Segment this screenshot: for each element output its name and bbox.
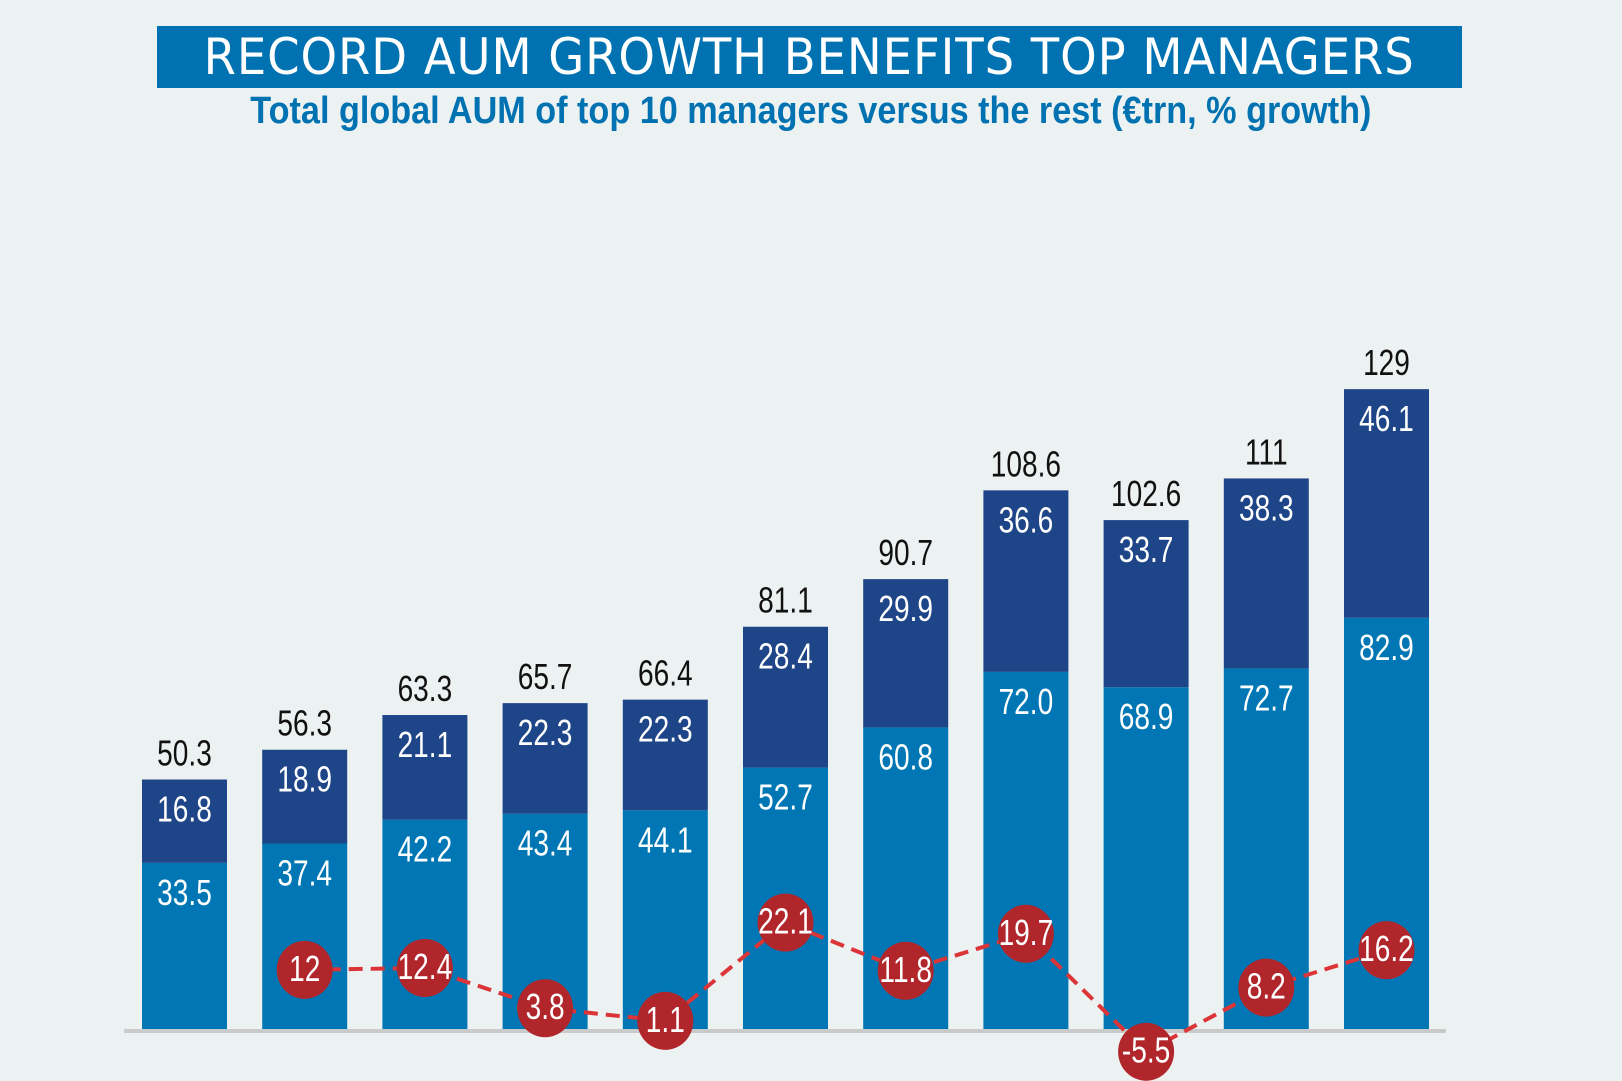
bar-label-top10: 36.6 (999, 500, 1054, 540)
bar-label-rest: 33.5 (157, 873, 212, 913)
title-banner: RECORD AUM GROWTH BENEFITS TOP MANAGERS (157, 26, 1462, 88)
growth-label: 1.1 (646, 1000, 685, 1040)
bar-segment-top10 (262, 749, 348, 844)
bar-total-label: 108.6 (991, 444, 1061, 484)
bar-segment-top10 (983, 490, 1069, 672)
growth-label: 8.2 (1247, 966, 1286, 1006)
growth-marker (877, 941, 934, 1000)
bar-total-label: 111 (1245, 432, 1288, 472)
bar-segment-top10 (1103, 520, 1189, 688)
bar-label-top10: 46.1 (1359, 399, 1414, 439)
bar-segment-rest (983, 671, 1069, 1029)
bar-segment-top10 (1223, 478, 1309, 669)
chart-title: RECORD AUM GROWTH BENEFITS TOP MANAGERS (203, 28, 1416, 86)
growth-marker (637, 991, 694, 1050)
bar-total-label: 129 (1363, 343, 1410, 383)
bar-segment-top10 (1344, 389, 1429, 618)
growth-label: 3.8 (526, 987, 565, 1027)
growth-label: 12.4 (398, 947, 453, 987)
chart-subtitle: Total global AUM of top 10 managers vers… (250, 90, 1372, 132)
bar-label-top10: 22.3 (518, 713, 573, 753)
growth-marker (1358, 921, 1415, 980)
bar-segment-top10 (743, 626, 828, 768)
bar-total-label: 81.1 (758, 580, 813, 620)
bar-label-rest: 82.9 (1359, 627, 1414, 667)
bar-label-rest: 60.8 (878, 737, 933, 777)
x-axis-line (124, 1029, 1446, 1033)
bar-total-label: 65.7 (518, 657, 573, 697)
growth-marker (517, 979, 574, 1038)
bar-segment-rest (1103, 687, 1189, 1029)
bar-label-top10: 22.3 (638, 709, 693, 749)
bar-label-rest: 72.7 (1239, 678, 1294, 718)
growth-marker (757, 893, 814, 952)
growth-label: 16.2 (1359, 929, 1414, 969)
bar-label-top10: 18.9 (277, 759, 332, 799)
growth-label: 22.1 (758, 901, 813, 941)
bar-segment-top10 (382, 715, 468, 820)
bar-label-rest: 42.2 (398, 829, 453, 869)
bar-label-top10: 16.8 (157, 789, 212, 829)
growth-label: 11.8 (879, 949, 932, 989)
growth-marker (997, 904, 1054, 963)
bar-total-label: 90.7 (878, 533, 933, 573)
bar-label-rest: 52.7 (758, 777, 813, 817)
bar-total-label: 56.3 (277, 703, 332, 743)
bar-segment-top10 (142, 779, 227, 863)
growth-marker (276, 940, 333, 999)
bar-segment-top10 (502, 703, 588, 814)
bar-label-top10: 21.1 (398, 725, 453, 765)
bar-segment-rest (142, 862, 227, 1029)
growth-marker (396, 938, 453, 997)
bar-total-label: 63.3 (398, 669, 453, 709)
bar-total-label: 102.6 (1111, 474, 1181, 514)
bar-segment-top10 (622, 699, 708, 811)
bar-total-label: 66.4 (638, 653, 693, 693)
bar-label-top10: 29.9 (878, 589, 933, 629)
bar-label-top10: 33.7 (1119, 530, 1174, 570)
bar-label-rest: 43.4 (518, 823, 573, 863)
growth-label: -5.5 (1122, 1030, 1170, 1070)
bar-label-rest: 72.0 (999, 682, 1054, 722)
growth-marker (1118, 1022, 1175, 1081)
chart-subtitle-wrap: Total global AUM of top 10 managers vers… (0, 90, 1622, 133)
bar-label-rest: 37.4 (277, 853, 332, 893)
bar-label-rest: 68.9 (1119, 697, 1174, 737)
bar-label-top10: 38.3 (1239, 488, 1294, 528)
growth-label: 12 (289, 949, 320, 989)
bar-label-rest: 44.1 (638, 820, 693, 860)
bar-total-label: 50.3 (157, 733, 212, 773)
growth-line (304, 920, 1388, 1055)
bar-segment-top10 (863, 579, 949, 728)
growth-label: 19.7 (999, 912, 1054, 952)
bar-label-top10: 28.4 (758, 636, 813, 676)
growth-marker (1238, 958, 1295, 1017)
